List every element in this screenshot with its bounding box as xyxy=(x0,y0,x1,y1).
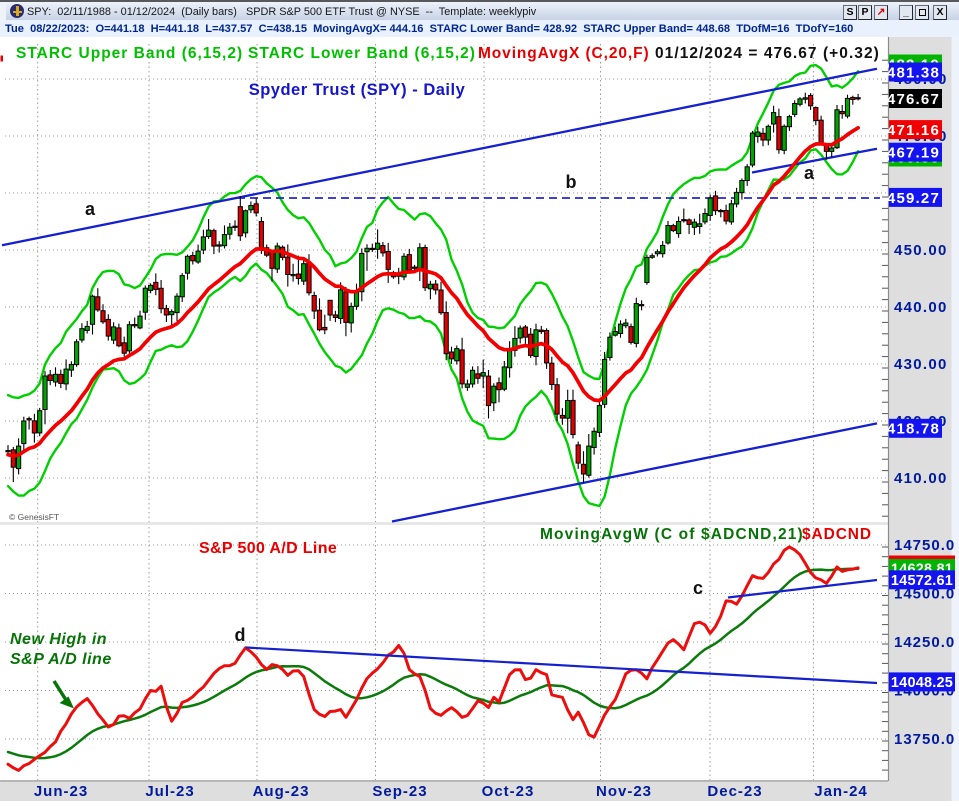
svg-text:430.00: 430.00 xyxy=(894,356,948,373)
svg-text:14572.61: 14572.61 xyxy=(891,573,953,589)
svg-text:S&P 500 A/D Line: S&P 500 A/D Line xyxy=(199,540,337,557)
svg-text:STARC Upper Band (6,15,2): STARC Upper Band (6,15,2) xyxy=(16,45,243,62)
svg-text:d: d xyxy=(235,625,246,645)
svg-text:467.19: 467.19 xyxy=(887,145,940,162)
svg-text:450.00: 450.00 xyxy=(894,242,948,259)
svg-text:Aug-23: Aug-23 xyxy=(253,783,310,800)
svg-text:410.00: 410.00 xyxy=(894,470,948,487)
svg-text:14250.0: 14250.0 xyxy=(894,634,955,651)
svg-text:418.78: 418.78 xyxy=(887,421,940,438)
svg-text:Jul-23: Jul-23 xyxy=(145,783,194,800)
svg-text:14048.25: 14048.25 xyxy=(891,675,953,691)
svg-text:14750.0: 14750.0 xyxy=(894,537,955,554)
svg-text:Spyder Trust (SPY) - Daily: Spyder Trust (SPY) - Daily xyxy=(249,81,466,99)
svg-text:b: b xyxy=(566,172,577,192)
svg-text:© GenesisFT: © GenesisFT xyxy=(9,512,59,522)
svg-text:476.67: 476.67 xyxy=(887,91,940,108)
svg-text:Jan-24: Jan-24 xyxy=(814,783,868,800)
svg-text:New High in: New High in xyxy=(10,631,107,648)
svg-text:Sep-23: Sep-23 xyxy=(372,783,427,800)
svg-text:440.00: 440.00 xyxy=(894,299,948,316)
svg-text:a: a xyxy=(85,199,96,219)
svg-text:a: a xyxy=(804,163,815,183)
svg-text:471.16: 471.16 xyxy=(887,122,940,139)
svg-text:459.27: 459.27 xyxy=(887,190,940,207)
svg-text:Oct-23: Oct-23 xyxy=(482,783,535,800)
svg-text:MovingAvgW (C of $ADCND,21): MovingAvgW (C of $ADCND,21) xyxy=(540,526,804,543)
svg-text:01/12/2024 = 476.67 (+0.32): 01/12/2024 = 476.67 (+0.32) xyxy=(655,45,880,62)
svg-text:MovingAvgX (C,20,F): MovingAvgX (C,20,F) xyxy=(478,45,650,62)
svg-text:Nov-23: Nov-23 xyxy=(596,783,652,800)
svg-text:S&P A/D line: S&P A/D line xyxy=(10,651,112,668)
svg-text:STARC Lower Band (6,15,2): STARC Lower Band (6,15,2) xyxy=(248,45,476,62)
svg-text:$ADCND: $ADCND xyxy=(802,526,872,543)
svg-text:Dec-23: Dec-23 xyxy=(707,783,762,800)
svg-text:481.38: 481.38 xyxy=(887,64,940,81)
svg-text:Jun-23: Jun-23 xyxy=(34,783,88,800)
svg-text:13750.0: 13750.0 xyxy=(894,731,955,748)
svg-text:c: c xyxy=(693,578,703,598)
